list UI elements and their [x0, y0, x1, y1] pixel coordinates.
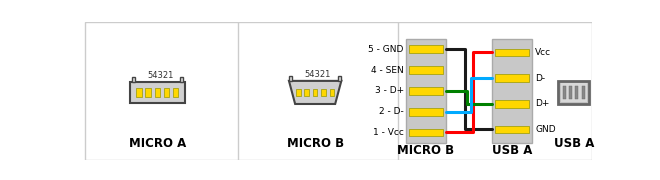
Bar [495, 49, 529, 56]
Bar [495, 74, 529, 82]
Polygon shape [289, 81, 341, 104]
Text: 5 - GND: 5 - GND [368, 45, 404, 54]
Bar [180, 77, 183, 82]
Bar [581, 86, 585, 99]
Bar [576, 86, 578, 99]
Text: 4 - SEN: 4 - SEN [371, 66, 404, 75]
Text: 54321: 54321 [304, 70, 331, 79]
Bar [569, 86, 572, 99]
Bar [409, 46, 443, 53]
Bar [406, 39, 446, 143]
Text: D+: D+ [535, 99, 550, 108]
Text: GND: GND [535, 125, 556, 134]
Bar [330, 89, 335, 96]
Bar [409, 108, 443, 116]
Text: Vcc: Vcc [535, 48, 552, 57]
Text: USB A: USB A [554, 137, 594, 150]
Text: USB A: USB A [492, 145, 533, 158]
Bar [129, 82, 185, 103]
Bar [321, 89, 326, 96]
Bar [558, 81, 589, 104]
Bar [409, 129, 443, 136]
Text: D-: D- [535, 74, 546, 83]
Bar [495, 100, 529, 108]
Bar [173, 88, 178, 97]
Text: 54321: 54321 [147, 71, 174, 80]
Text: MICRO B: MICRO B [286, 137, 344, 150]
Bar [409, 66, 443, 74]
Bar [289, 76, 292, 81]
Text: 2 - D-: 2 - D- [379, 107, 404, 116]
Bar [495, 126, 529, 133]
Bar [492, 39, 532, 143]
Text: MICRO A: MICRO A [129, 137, 186, 150]
Bar [338, 76, 341, 81]
Bar [563, 86, 566, 99]
Text: 3 - D+: 3 - D+ [375, 86, 404, 95]
Bar [296, 89, 300, 96]
Bar [132, 77, 135, 82]
Text: MICRO B: MICRO B [397, 145, 455, 158]
Bar [145, 88, 150, 97]
Bar [561, 83, 587, 102]
Bar [313, 89, 317, 96]
Bar [304, 89, 309, 96]
Bar [164, 88, 169, 97]
Bar [409, 87, 443, 95]
Bar [154, 88, 160, 97]
Bar [136, 88, 141, 97]
Text: 1 - Vcc: 1 - Vcc [373, 128, 404, 137]
